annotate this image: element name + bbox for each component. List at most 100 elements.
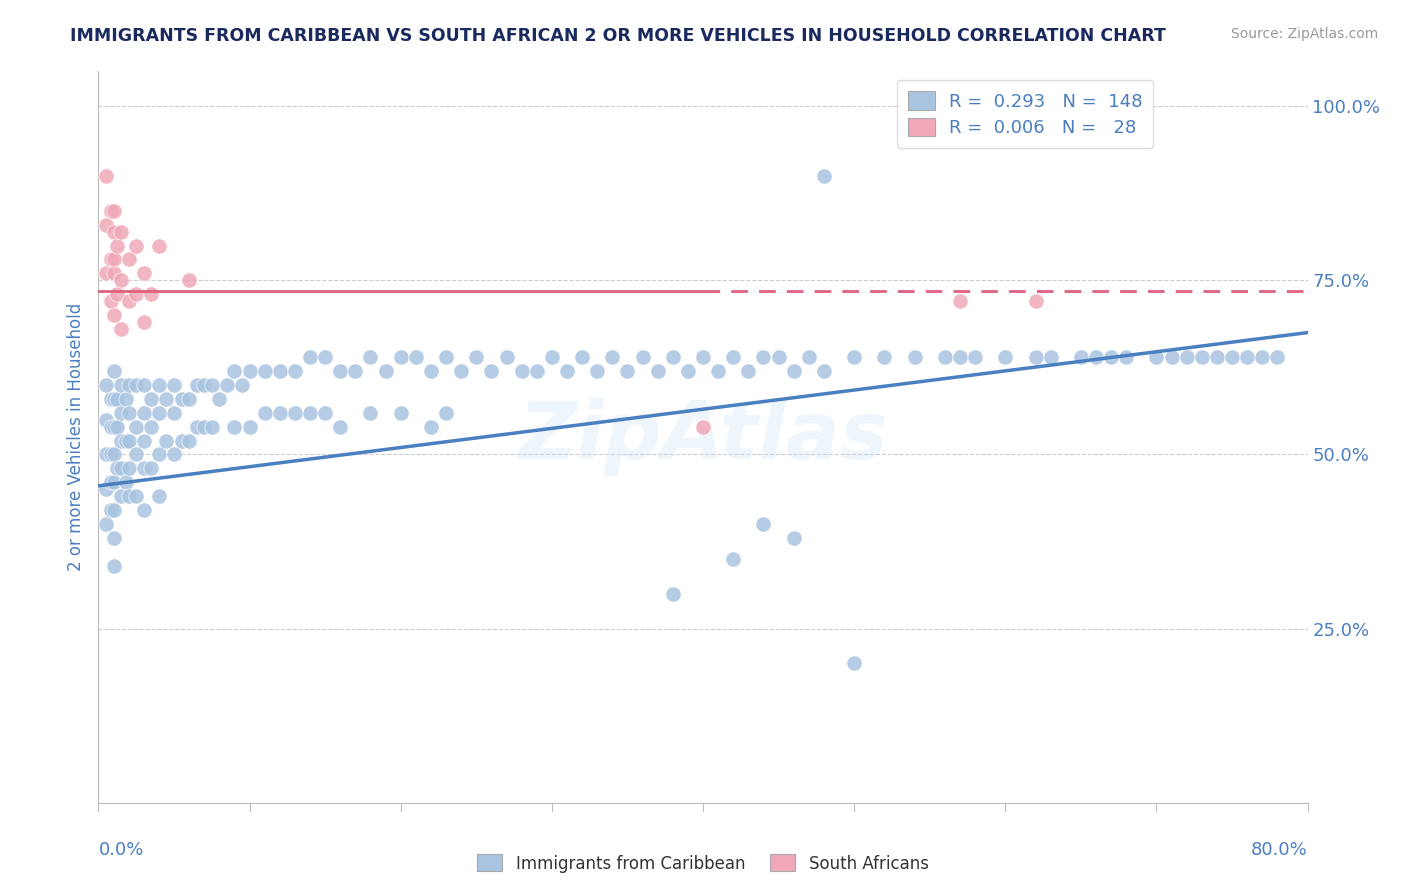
- Text: Source: ZipAtlas.com: Source: ZipAtlas.com: [1230, 27, 1378, 41]
- Point: [723, 552, 745, 566]
- Point: [768, 350, 790, 364]
- Point: [132, 406, 155, 420]
- Point: [1175, 350, 1198, 364]
- Point: [132, 503, 155, 517]
- Point: [141, 287, 163, 301]
- Point: [110, 489, 132, 503]
- Text: 0.0%: 0.0%: [98, 841, 143, 859]
- Point: [723, 350, 745, 364]
- Point: [103, 419, 125, 434]
- Point: [100, 448, 122, 462]
- Point: [114, 392, 136, 406]
- Point: [103, 203, 125, 218]
- Point: [661, 587, 683, 601]
- Text: IMMIGRANTS FROM CARIBBEAN VS SOUTH AFRICAN 2 OR MORE VEHICLES IN HOUSEHOLD CORRE: IMMIGRANTS FROM CARIBBEAN VS SOUTH AFRIC…: [70, 27, 1166, 45]
- Point: [215, 377, 238, 392]
- Point: [193, 377, 215, 392]
- Point: [125, 287, 148, 301]
- Point: [186, 377, 208, 392]
- Point: [148, 448, 170, 462]
- Point: [179, 273, 201, 287]
- Point: [269, 364, 291, 378]
- Point: [105, 287, 128, 301]
- Point: [125, 448, 148, 462]
- Point: [94, 412, 117, 426]
- Point: [114, 475, 136, 490]
- Point: [163, 406, 186, 420]
- Point: [208, 392, 231, 406]
- Point: [647, 364, 669, 378]
- Point: [737, 364, 759, 378]
- Point: [239, 364, 262, 378]
- Point: [360, 350, 382, 364]
- Point: [110, 322, 132, 336]
- Point: [284, 364, 307, 378]
- Text: ZipAtlas: ZipAtlas: [517, 398, 889, 476]
- Point: [100, 294, 122, 309]
- Point: [616, 364, 638, 378]
- Point: [110, 461, 132, 475]
- Point: [114, 434, 136, 448]
- Point: [118, 489, 141, 503]
- Point: [1085, 350, 1108, 364]
- Point: [125, 419, 148, 434]
- Point: [103, 364, 125, 378]
- Point: [360, 406, 382, 420]
- Point: [125, 489, 148, 503]
- Point: [329, 364, 352, 378]
- Point: [676, 364, 699, 378]
- Point: [94, 377, 117, 392]
- Point: [141, 419, 163, 434]
- Point: [299, 406, 322, 420]
- Point: [148, 489, 170, 503]
- Point: [110, 273, 132, 287]
- Point: [602, 350, 624, 364]
- Point: [100, 252, 122, 267]
- Point: [495, 350, 517, 364]
- Point: [752, 350, 775, 364]
- Point: [132, 377, 155, 392]
- Point: [707, 364, 730, 378]
- Point: [193, 419, 215, 434]
- Point: [420, 364, 443, 378]
- Point: [94, 483, 117, 497]
- Point: [155, 434, 177, 448]
- Point: [813, 169, 835, 183]
- Point: [132, 266, 155, 280]
- Point: [1160, 350, 1182, 364]
- Point: [813, 364, 835, 378]
- Point: [118, 461, 141, 475]
- Point: [783, 364, 806, 378]
- Point: [1144, 350, 1167, 364]
- Point: [329, 419, 352, 434]
- Point: [934, 350, 956, 364]
- Point: [1024, 350, 1046, 364]
- Point: [239, 419, 262, 434]
- Point: [103, 392, 125, 406]
- Y-axis label: 2 or more Vehicles in Household: 2 or more Vehicles in Household: [66, 303, 84, 571]
- Point: [125, 377, 148, 392]
- Point: [1039, 350, 1062, 364]
- Point: [224, 419, 246, 434]
- Text: 80.0%: 80.0%: [1251, 841, 1308, 859]
- Point: [1191, 350, 1213, 364]
- Point: [434, 406, 457, 420]
- Point: [526, 364, 548, 378]
- Point: [965, 350, 987, 364]
- Point: [284, 406, 307, 420]
- Point: [314, 350, 336, 364]
- Point: [118, 252, 141, 267]
- Legend: Immigrants from Caribbean, South Africans: Immigrants from Caribbean, South African…: [471, 847, 935, 880]
- Point: [103, 308, 125, 322]
- Point: [844, 657, 866, 671]
- Point: [1236, 350, 1258, 364]
- Point: [110, 377, 132, 392]
- Point: [389, 406, 412, 420]
- Point: [103, 225, 125, 239]
- Point: [94, 517, 117, 532]
- Point: [949, 350, 972, 364]
- Point: [510, 364, 533, 378]
- Point: [481, 364, 503, 378]
- Point: [170, 392, 193, 406]
- Point: [100, 419, 122, 434]
